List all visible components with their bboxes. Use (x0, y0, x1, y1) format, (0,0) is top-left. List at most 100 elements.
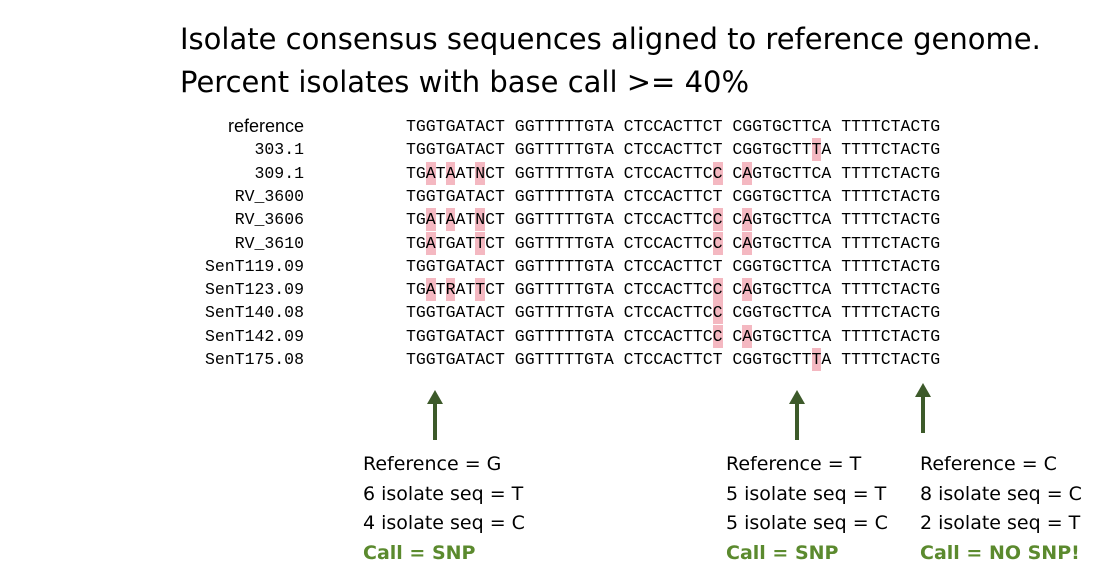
base: T (564, 350, 575, 369)
sequence-bases: TGATRATTCT GGTTTTTGTA CTCCACTTCC CAGTGCT… (406, 278, 941, 302)
base: T (870, 163, 881, 183)
base: T (564, 210, 575, 230)
sequence-label: SenT140.08 (204, 303, 304, 323)
base: G (415, 280, 426, 300)
base: T (682, 350, 693, 369)
base: A (475, 350, 486, 369)
base: C (485, 256, 496, 276)
base: T (574, 163, 585, 183)
base: G (771, 326, 782, 346)
sequence-bases: TGGTGATACT GGTTTTTGTA CTCCACTTCC CGGTGCT… (406, 301, 940, 325)
base: C (732, 256, 743, 276)
base: A (603, 326, 614, 346)
base: C (880, 186, 891, 206)
base: G (584, 117, 594, 136)
annotation-snp-1: Reference = G 6 isolate seq = T 4 isolat… (363, 450, 525, 568)
base: A (455, 163, 466, 183)
sequence-bases: TGGTGATACT GGTTTTTGTA CTCCACTTCT CGGTGCT… (406, 185, 940, 208)
base: T (406, 326, 416, 346)
base: C (732, 186, 743, 206)
base: T (692, 256, 703, 276)
base: T (406, 303, 416, 323)
base: T (593, 233, 604, 253)
base: G (524, 303, 535, 323)
base: T (870, 326, 881, 346)
base: T (593, 303, 604, 323)
base: T (564, 117, 575, 136)
variant-base: A (742, 278, 753, 302)
base: T (692, 280, 703, 300)
base: T (633, 186, 644, 206)
base: G (524, 326, 535, 346)
base: C (781, 280, 792, 300)
base: G (752, 210, 763, 230)
no-snp-arrow-position-39 (915, 383, 931, 433)
base: T (890, 256, 901, 276)
base: T (860, 163, 871, 183)
base: C (485, 117, 496, 136)
base: T (841, 280, 852, 300)
base: C (702, 303, 713, 323)
base: C (623, 163, 634, 183)
base: A (663, 163, 674, 183)
base: C (653, 140, 664, 160)
alignment-row: SenT140.08 TGGTGATACT GGTTTTTGTA CTCCACTT… (0, 301, 1100, 325)
base: T (712, 186, 723, 206)
base: T (682, 326, 693, 346)
base: G (514, 210, 525, 230)
base: T (544, 117, 555, 136)
base: G (930, 280, 941, 300)
base: C (623, 233, 634, 253)
base: T (574, 303, 585, 323)
base: C (811, 280, 822, 300)
base: C (781, 256, 792, 276)
base: T (593, 186, 604, 206)
base: T (682, 210, 693, 230)
base: A (821, 117, 832, 136)
sequence-label: SenT119.09 (204, 256, 304, 276)
base: A (455, 233, 466, 253)
base: C (673, 186, 683, 206)
base: G (584, 210, 594, 230)
base: T (870, 350, 881, 369)
base: C (643, 163, 654, 183)
base: T (920, 350, 931, 369)
base: A (475, 140, 486, 160)
base: T (801, 163, 812, 183)
base: T (465, 117, 476, 136)
base: A (821, 350, 832, 369)
base: C (623, 210, 634, 230)
variant-base: T (475, 278, 486, 302)
base: A (455, 140, 466, 160)
base: T (851, 163, 861, 183)
base: T (435, 326, 446, 346)
base: T (465, 326, 476, 346)
base: T (495, 256, 505, 276)
base: C (910, 256, 921, 276)
base: A (455, 186, 466, 206)
base: T (920, 280, 931, 300)
base: T (574, 280, 585, 300)
base: T (544, 233, 555, 253)
base: C (811, 233, 822, 253)
base: C (880, 303, 891, 323)
base: T (564, 186, 575, 206)
base: T (860, 326, 871, 346)
base: G (771, 210, 782, 230)
base: C (702, 117, 713, 136)
base: T (791, 303, 802, 323)
base: C (643, 186, 654, 206)
base: T (554, 210, 565, 230)
variant-base: A (742, 231, 753, 255)
base: C (623, 326, 634, 346)
base: A (821, 186, 832, 206)
base: C (643, 210, 654, 230)
base: A (900, 256, 911, 276)
base: T (801, 210, 812, 230)
base: T (841, 326, 852, 346)
base: T (435, 163, 446, 183)
base: C (781, 210, 792, 230)
base: T (574, 117, 585, 136)
base: C (811, 326, 822, 346)
base: T (712, 256, 723, 276)
